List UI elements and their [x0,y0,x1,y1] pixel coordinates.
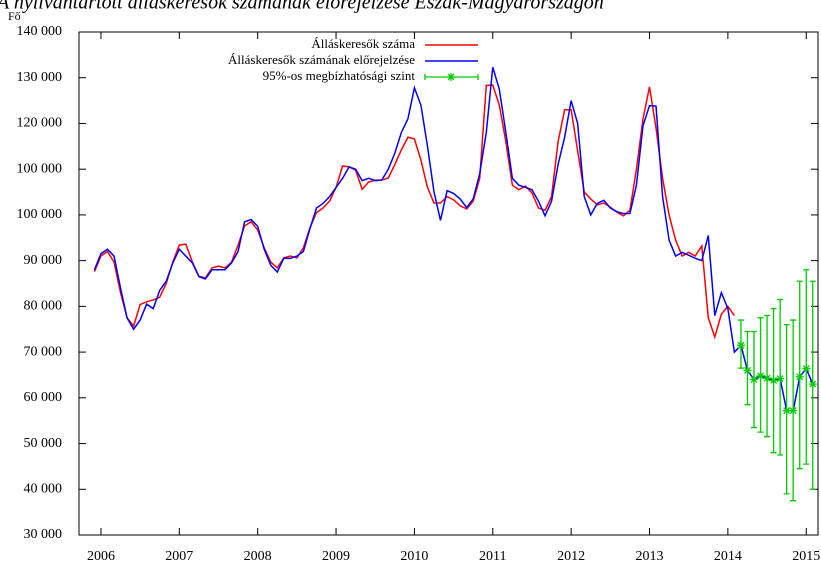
x-tick-label: 2008 [244,549,272,564]
point-marker [782,406,791,415]
y-tick-label: 90 000 [24,253,63,268]
legend-label: Álláskeresők számának előrejelzése [228,52,415,67]
y-tick-label: 40 000 [24,481,63,496]
x-tick-label: 2015 [792,549,820,564]
x-tick-label: 2012 [557,549,585,564]
x-tick-label: 2013 [636,549,664,564]
x-tick-label: 2009 [322,549,350,564]
plot-frame [78,31,819,536]
y-tick-label: 100 000 [17,207,63,222]
x-tick-label: 2011 [479,549,506,564]
point-marker [776,374,785,383]
y-tick-label: 50 000 [24,436,63,451]
x-tick-label: 2010 [400,549,428,564]
y-tick-label: 100 000 [17,161,63,176]
x-tick-label: 2014 [714,549,742,564]
data-line [93,66,814,412]
point-marker [763,374,772,383]
data-line [93,84,735,340]
point-marker [756,371,765,380]
x-tick-label: 2007 [165,549,193,564]
legend-label: 95%-os megbízhatósági szint [263,68,416,83]
x-tick-label: 2006 [87,549,115,564]
y-tick-label: 80 000 [24,299,63,314]
point-marker [795,372,804,381]
legend-label: Álláskeresők száma [311,36,415,51]
point-marker [789,406,798,415]
y-tick-label: 70 000 [24,344,63,359]
chart-title: A nyilvántartott álláskeresők számának e… [0,0,604,14]
y-tick-label: 120 000 [17,116,63,131]
y-tick-label: 130 000 [17,70,63,85]
point-marker [736,341,745,350]
point-marker [802,364,811,373]
point-marker [808,380,817,389]
point-marker [743,366,752,375]
point-marker [447,73,455,81]
y-tick-label: 60 000 [24,390,63,405]
y-tick-label: 140 000 [17,24,63,39]
point-marker [769,376,778,385]
y-tick-label: 30 000 [24,527,63,542]
point-marker [749,375,758,384]
y-axis-label: Fő [8,9,21,23]
